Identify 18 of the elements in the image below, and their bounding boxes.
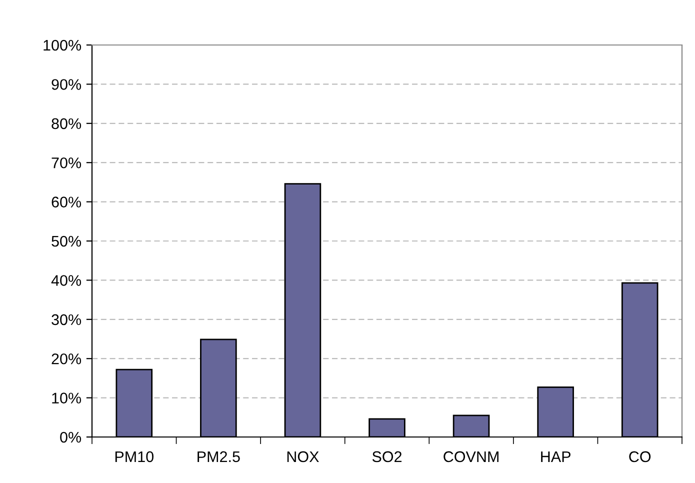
x-tick-label: NOX	[287, 451, 319, 462]
y-tick-label: 30%	[52, 314, 82, 326]
y-tick-label: 40%	[51, 275, 82, 286]
y-tick-label: 100%	[44, 40, 82, 51]
x-tick-label: PM2.5	[198, 451, 240, 462]
x-tick-label: CO	[629, 451, 651, 462]
x-tick-label: COVNM	[444, 451, 498, 462]
y-tick-label: 20%	[52, 353, 82, 364]
y-tick-label: 50%	[52, 236, 82, 247]
y-tick-label: 80%	[52, 118, 82, 130]
x-tick-label: HAP	[541, 451, 570, 462]
y-tick-label: 0%	[60, 432, 82, 443]
y-tick-label: 90%	[52, 79, 82, 90]
y-tick-label: 70%	[52, 157, 82, 168]
y-tick-label: 60%	[52, 196, 82, 208]
y-tick-label: 10%	[52, 392, 82, 404]
x-tick-label: PM10	[115, 451, 154, 462]
x-tick-label: SO2	[372, 451, 402, 462]
